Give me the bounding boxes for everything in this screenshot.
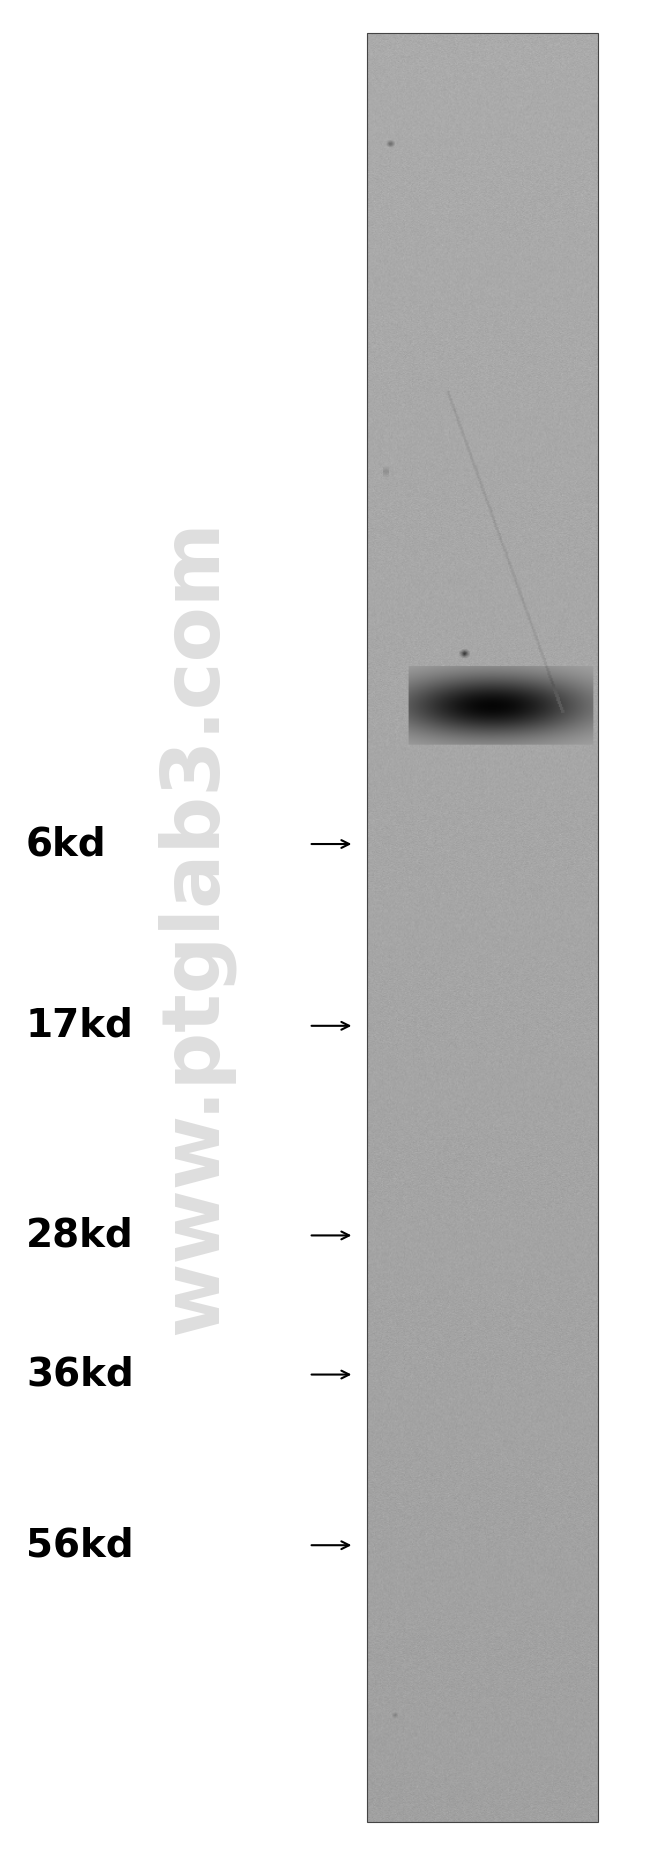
Text: www.ptglab3.com: www.ptglab3.com [156,519,234,1336]
Text: 36kd: 36kd [26,1356,134,1393]
Text: 28kd: 28kd [26,1217,134,1254]
Text: 6kd: 6kd [26,825,107,863]
Bar [367,33,598,1822]
Text: 17kd: 17kd [26,1007,134,1044]
Text: 56kd: 56kd [26,1527,134,1564]
